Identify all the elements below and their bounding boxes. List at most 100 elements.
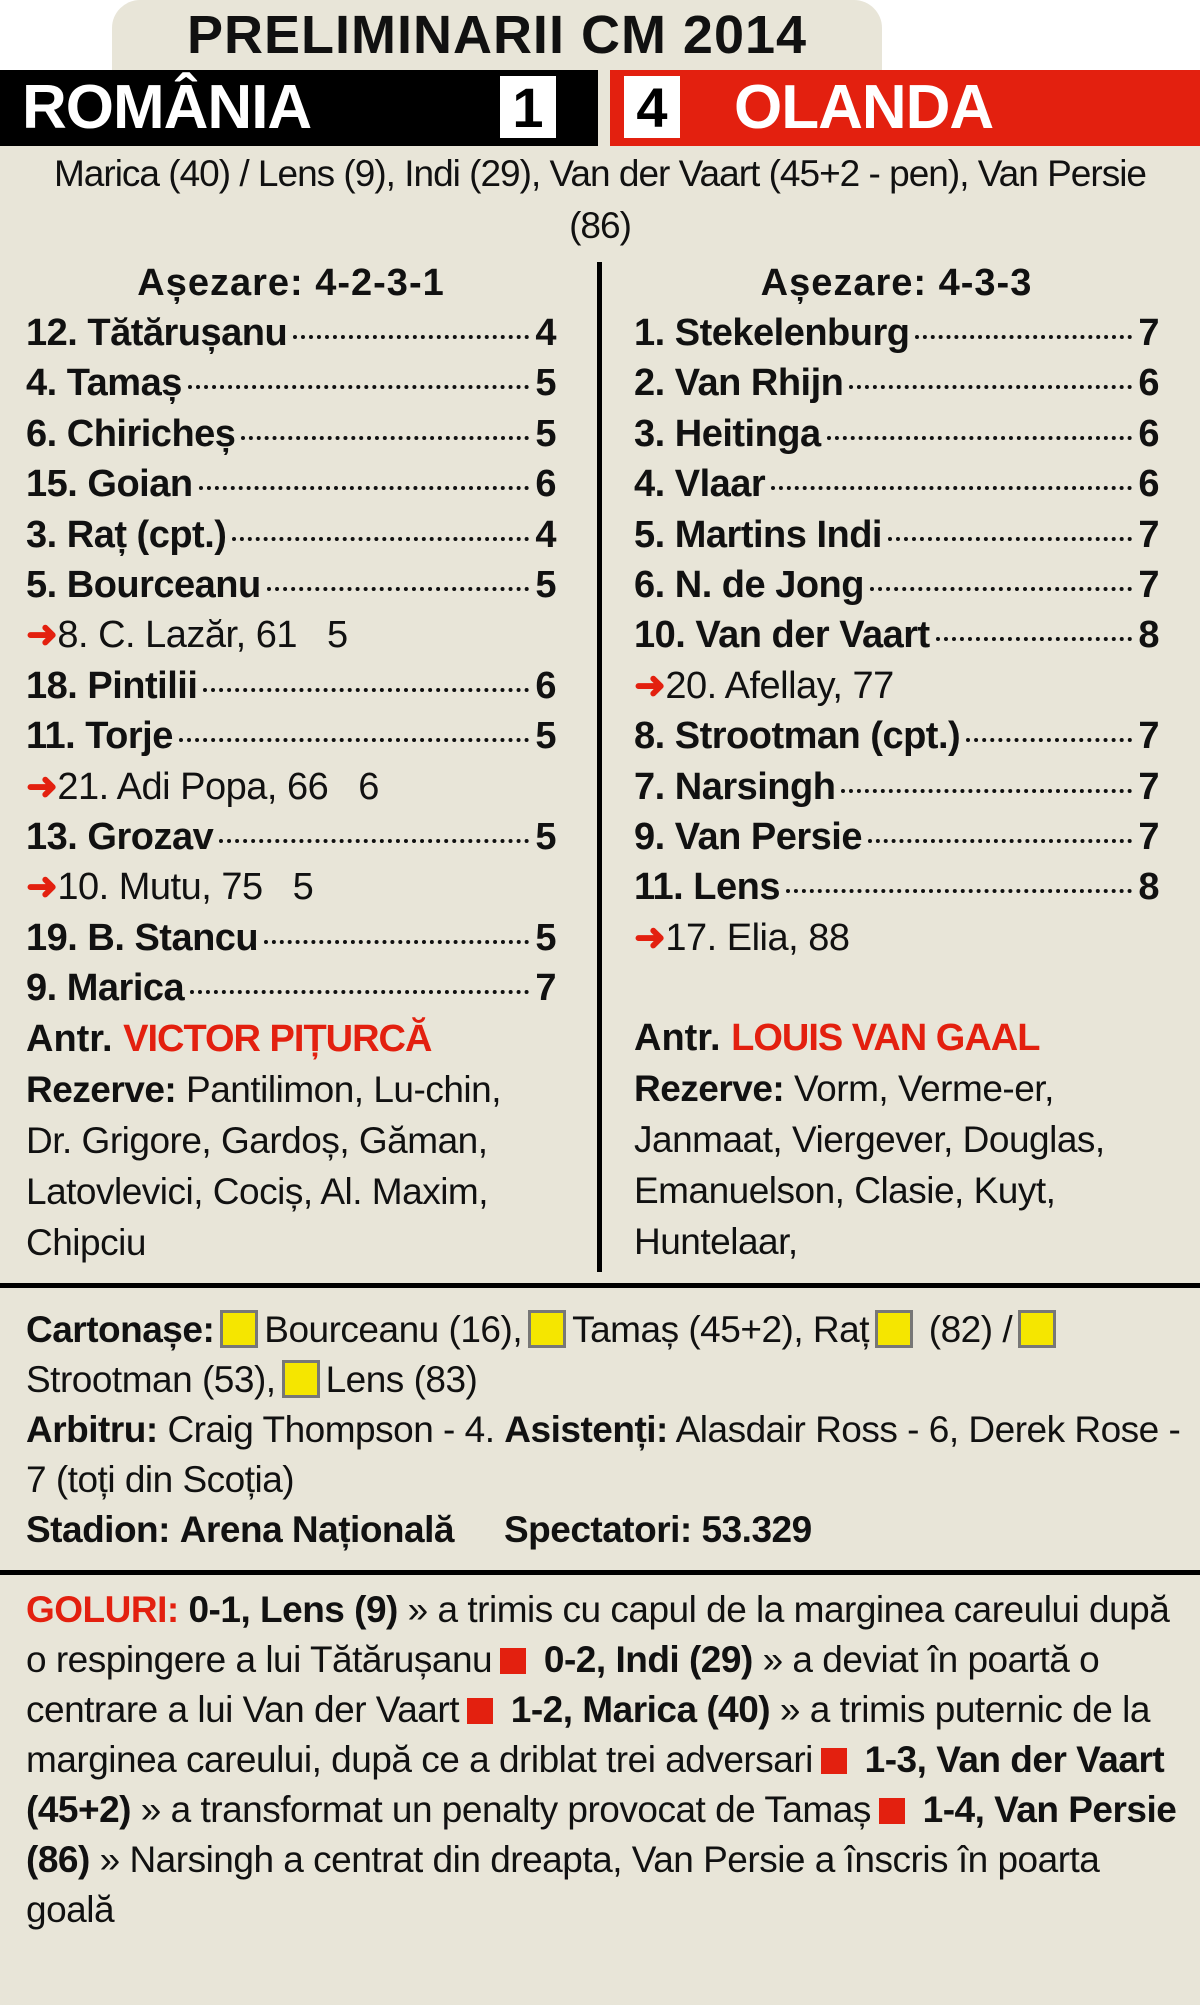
dot-leader — [849, 385, 1133, 390]
player-grade: 6 — [535, 463, 556, 506]
player-row: 3. Heitinga 6 — [634, 409, 1159, 459]
player-grade: 8 — [1138, 866, 1159, 909]
home-coach-name: VICTOR PIȚURCĂ — [123, 1017, 432, 1060]
player-row: 5. Martins Indi 7 — [634, 510, 1159, 560]
player-row: 4. Vlaar 6 — [634, 459, 1159, 509]
spectators-label: Spectatori: — [503, 1509, 692, 1550]
goal-score: 0-2, Indi (29) — [543, 1639, 753, 1680]
player-name: 18. Pintilii — [26, 664, 198, 707]
stadium-label: Stadion: — [26, 1509, 170, 1550]
away-lineup: Așezare: 4-3-3 1. Stekelenburg 7 2. Van Rh… — [634, 258, 1159, 1267]
player-name: 11. Lens — [634, 866, 780, 909]
player-grade: 6 — [1138, 463, 1159, 506]
goals-section: GOLURI: 0-1, Lens (9) » a trimis cu capu… — [26, 1585, 1191, 1935]
player-row: 9. Van Persie 7 — [634, 812, 1159, 862]
player-grade: 8 — [1138, 614, 1159, 657]
player-name: 9. Marica — [26, 967, 185, 1010]
player-grade: 4 — [535, 312, 556, 354]
separator-square-icon — [820, 1748, 847, 1774]
separator-square-icon — [878, 1798, 905, 1824]
player-row: 7. Narsingh 7 — [634, 762, 1159, 812]
player-row: 8. Strootman (cpt.) 7 — [634, 711, 1159, 761]
dot-leader — [785, 889, 1133, 894]
player-row: 6. N. de Jong 7 — [634, 560, 1159, 610]
yellow-card-icon — [1018, 1310, 1057, 1348]
goal-desc: » a trimis cu capul de la marginea careu… — [26, 1589, 1170, 1680]
player-grade: 6 — [1138, 412, 1159, 455]
dot-leader — [293, 335, 530, 339]
away-players: 1. Stekelenburg 7 2. Van Rhijn 6 3. Heitinga… — [634, 308, 1159, 963]
referee: Craig Thompson - 4. — [167, 1409, 495, 1450]
dot-leader — [826, 435, 1133, 440]
player-row: 15. Goian 6 — [26, 459, 556, 509]
dot-leader — [241, 435, 530, 440]
goal-score: 1-2, Marica (40) — [510, 1689, 771, 1730]
card-entry: Tamaș (45+2), Raț — [572, 1309, 869, 1350]
player-grade: 5 — [327, 614, 348, 657]
player-grade: 7 — [1138, 564, 1159, 607]
player-grade: 6 — [358, 765, 379, 808]
match-info: Cartonașe: Bourceanu (16), Tamaș (45+2), R… — [26, 1305, 1186, 1555]
home-reserves: Rezerve: Pantilimon, Lu-chin, Dr. Grigor… — [26, 1064, 556, 1268]
player-name: 5. Bourceanu — [26, 564, 261, 607]
player-row: 3. Raț (cpt.) 4 — [26, 510, 556, 560]
player-name: 9. Van Persie — [634, 816, 863, 859]
substitution-arrow-icon: ➜ — [26, 765, 58, 808]
home-formation: Așezare: 4-2-3-1 — [137, 262, 445, 304]
dot-leader — [203, 687, 530, 692]
player-row: 1. Stekelenburg 7 — [634, 308, 1159, 358]
player-row: 4. Tamaș 5 — [26, 358, 556, 408]
player-name: 5. Martins Indi — [634, 513, 882, 556]
substitute-row: ➜ 10. Mutu, 75 5 — [26, 862, 556, 912]
player-grade: 7 — [1138, 765, 1159, 808]
cards-label: Cartonașe: — [26, 1309, 215, 1350]
substitution-arrow-icon: ➜ — [26, 614, 58, 657]
player-name: 17. Elia, 88 — [665, 916, 850, 959]
substitute-row: ➜ 21. Adi Popa, 66 6 — [26, 762, 556, 812]
player-name: 13. Grozav — [26, 816, 214, 859]
dot-leader — [771, 486, 1133, 491]
away-team-bar: 4 OLANDA — [610, 70, 1200, 146]
away-team-name: OLANDA — [734, 73, 994, 142]
away-coach-name: LOUIS VAN GAAL — [731, 1017, 1040, 1060]
dot-leader — [219, 839, 530, 844]
player-name: 8. C. Lazăr, 61 — [57, 614, 297, 657]
player-row: 5. Bourceanu 5 — [26, 560, 556, 610]
player-name: 6. Chiricheș — [26, 412, 236, 455]
player-name: 3. Heitinga — [634, 412, 821, 455]
column-divider — [597, 262, 602, 1272]
substitute-row: ➜ 20. Afellay, 77 — [634, 661, 1159, 711]
dot-leader — [868, 839, 1133, 844]
player-grade: 5 — [535, 916, 556, 959]
stadium: Arena Națională — [179, 1509, 455, 1550]
yellow-card-icon — [875, 1310, 913, 1348]
player-grade: 5 — [535, 715, 556, 758]
player-name: 2. Van Rhijn — [634, 362, 844, 405]
player-grade: 5 — [535, 412, 556, 455]
player-grade: 7 — [1138, 715, 1159, 758]
player-grade: 7 — [1138, 312, 1159, 354]
away-reserves-list: Vorm, Verme-er, Janmaat, Viergever, Doug… — [634, 1068, 1105, 1263]
goal-score: 1-4, Van Persie (86) — [26, 1789, 1177, 1880]
player-row: 18. Pintilii 6 — [26, 661, 556, 711]
spacer — [634, 963, 1159, 1013]
away-reserves: Rezerve: Vorm, Verme-er, Janmaat, Vierge… — [634, 1063, 1159, 1267]
player-grade: 7 — [1138, 816, 1159, 859]
player-name: 15. Goian — [26, 463, 193, 506]
substitution-arrow-icon: ➜ — [634, 664, 666, 707]
card-entry: Strootman (53), — [26, 1359, 276, 1400]
home-team-bar: ROMÂNIA 1 — [0, 70, 598, 146]
card-entry: (82) / — [928, 1309, 1013, 1350]
player-name: 7. Narsingh — [634, 765, 836, 808]
dot-leader — [966, 738, 1133, 743]
section-divider — [0, 1283, 1200, 1288]
dot-leader — [935, 637, 1133, 642]
player-name: 10. Van der Vaart — [634, 614, 930, 657]
away-coach: Antr. LOUIS VAN GAAL — [634, 1013, 1159, 1063]
player-row: 2. Van Rhijn 6 — [634, 358, 1159, 408]
player-grade: 5 — [535, 564, 556, 607]
player-row: 11. Lens 8 — [634, 862, 1159, 912]
player-grade: 7 — [535, 967, 556, 1010]
player-grade: 5 — [292, 866, 314, 909]
dot-leader — [869, 587, 1133, 592]
